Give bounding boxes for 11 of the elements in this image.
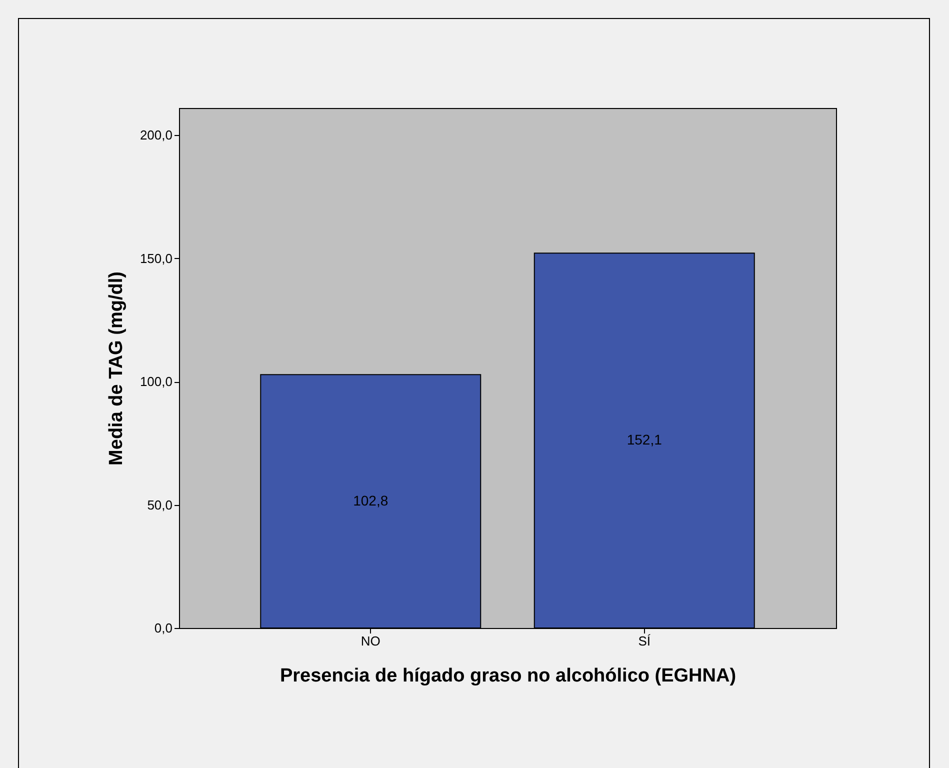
x-tick-label: NO: [360, 634, 380, 648]
y-tick-label: 150,0: [140, 250, 172, 266]
x-axis-title: Presencia de hígado graso no alcohólico (EGHNA): [280, 666, 736, 686]
y-tick-label: 200,0: [140, 128, 172, 143]
y-tick-label: 100,0: [140, 374, 172, 390]
y-axis-title: Media de TAG (mg/dl): [106, 272, 127, 466]
data-label: 102,8: [353, 492, 388, 508]
y-tick-label: 50,0: [147, 497, 172, 512]
y-tick-label: 0,0: [154, 620, 172, 636]
data-label: 152,1: [626, 432, 662, 448]
x-tick-label: SÍ: [638, 634, 651, 648]
